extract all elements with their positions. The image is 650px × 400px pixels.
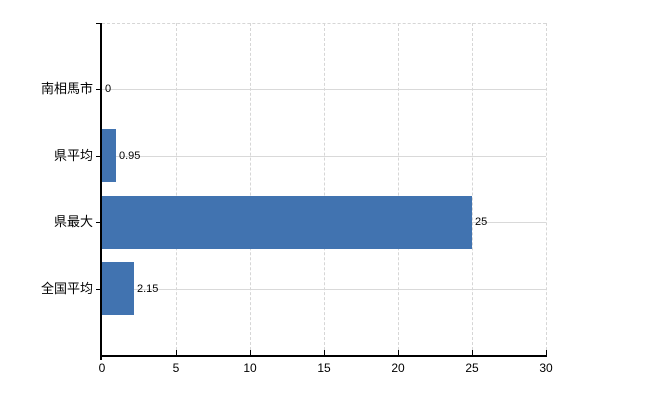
horizontal-gridline <box>102 289 546 290</box>
x-axis-line <box>100 355 547 357</box>
x-tick-label: 30 <box>539 361 553 375</box>
y-axis-tick <box>96 289 102 290</box>
vertical-gridline <box>472 23 473 355</box>
vertical-gridline <box>398 23 399 355</box>
x-axis-tick <box>546 350 547 355</box>
y-axis-top-tick <box>96 23 102 24</box>
bar-value-label: 0.95 <box>119 150 141 162</box>
y-axis-tick <box>96 89 102 90</box>
bar <box>102 262 134 315</box>
x-tick-label: 15 <box>317 361 331 375</box>
bar <box>102 196 472 249</box>
y-axis-tick <box>96 156 102 157</box>
y-axis-line <box>100 23 102 360</box>
bar-value-label: 25 <box>475 216 488 228</box>
bar <box>102 129 116 182</box>
bar-value-label: 0 <box>105 83 112 95</box>
x-tick-label: 10 <box>243 361 257 375</box>
vertical-gridline <box>250 23 251 355</box>
horizontal-gridline <box>102 156 546 157</box>
x-axis-tick <box>398 350 399 355</box>
vertical-gridline <box>546 23 547 355</box>
category-label: 県平均 <box>53 148 93 163</box>
x-tick-label: 25 <box>465 361 479 375</box>
category-label: 南相馬市 <box>40 81 93 96</box>
horizontal-gridline <box>102 89 546 90</box>
y-axis-tick <box>96 222 102 223</box>
x-axis-tick <box>250 350 251 355</box>
category-label: 全国平均 <box>40 281 93 296</box>
bar-value-label: 2.15 <box>137 283 159 295</box>
vertical-gridline <box>324 23 325 355</box>
vertical-gridline <box>176 23 177 355</box>
x-axis-tick <box>324 350 325 355</box>
x-axis-tick <box>176 350 177 355</box>
x-axis-tick <box>472 350 473 355</box>
x-tick-label: 0 <box>98 361 106 375</box>
x-tick-label: 5 <box>172 361 180 375</box>
x-tick-label: 20 <box>391 361 405 375</box>
category-label: 県最大 <box>53 214 93 229</box>
